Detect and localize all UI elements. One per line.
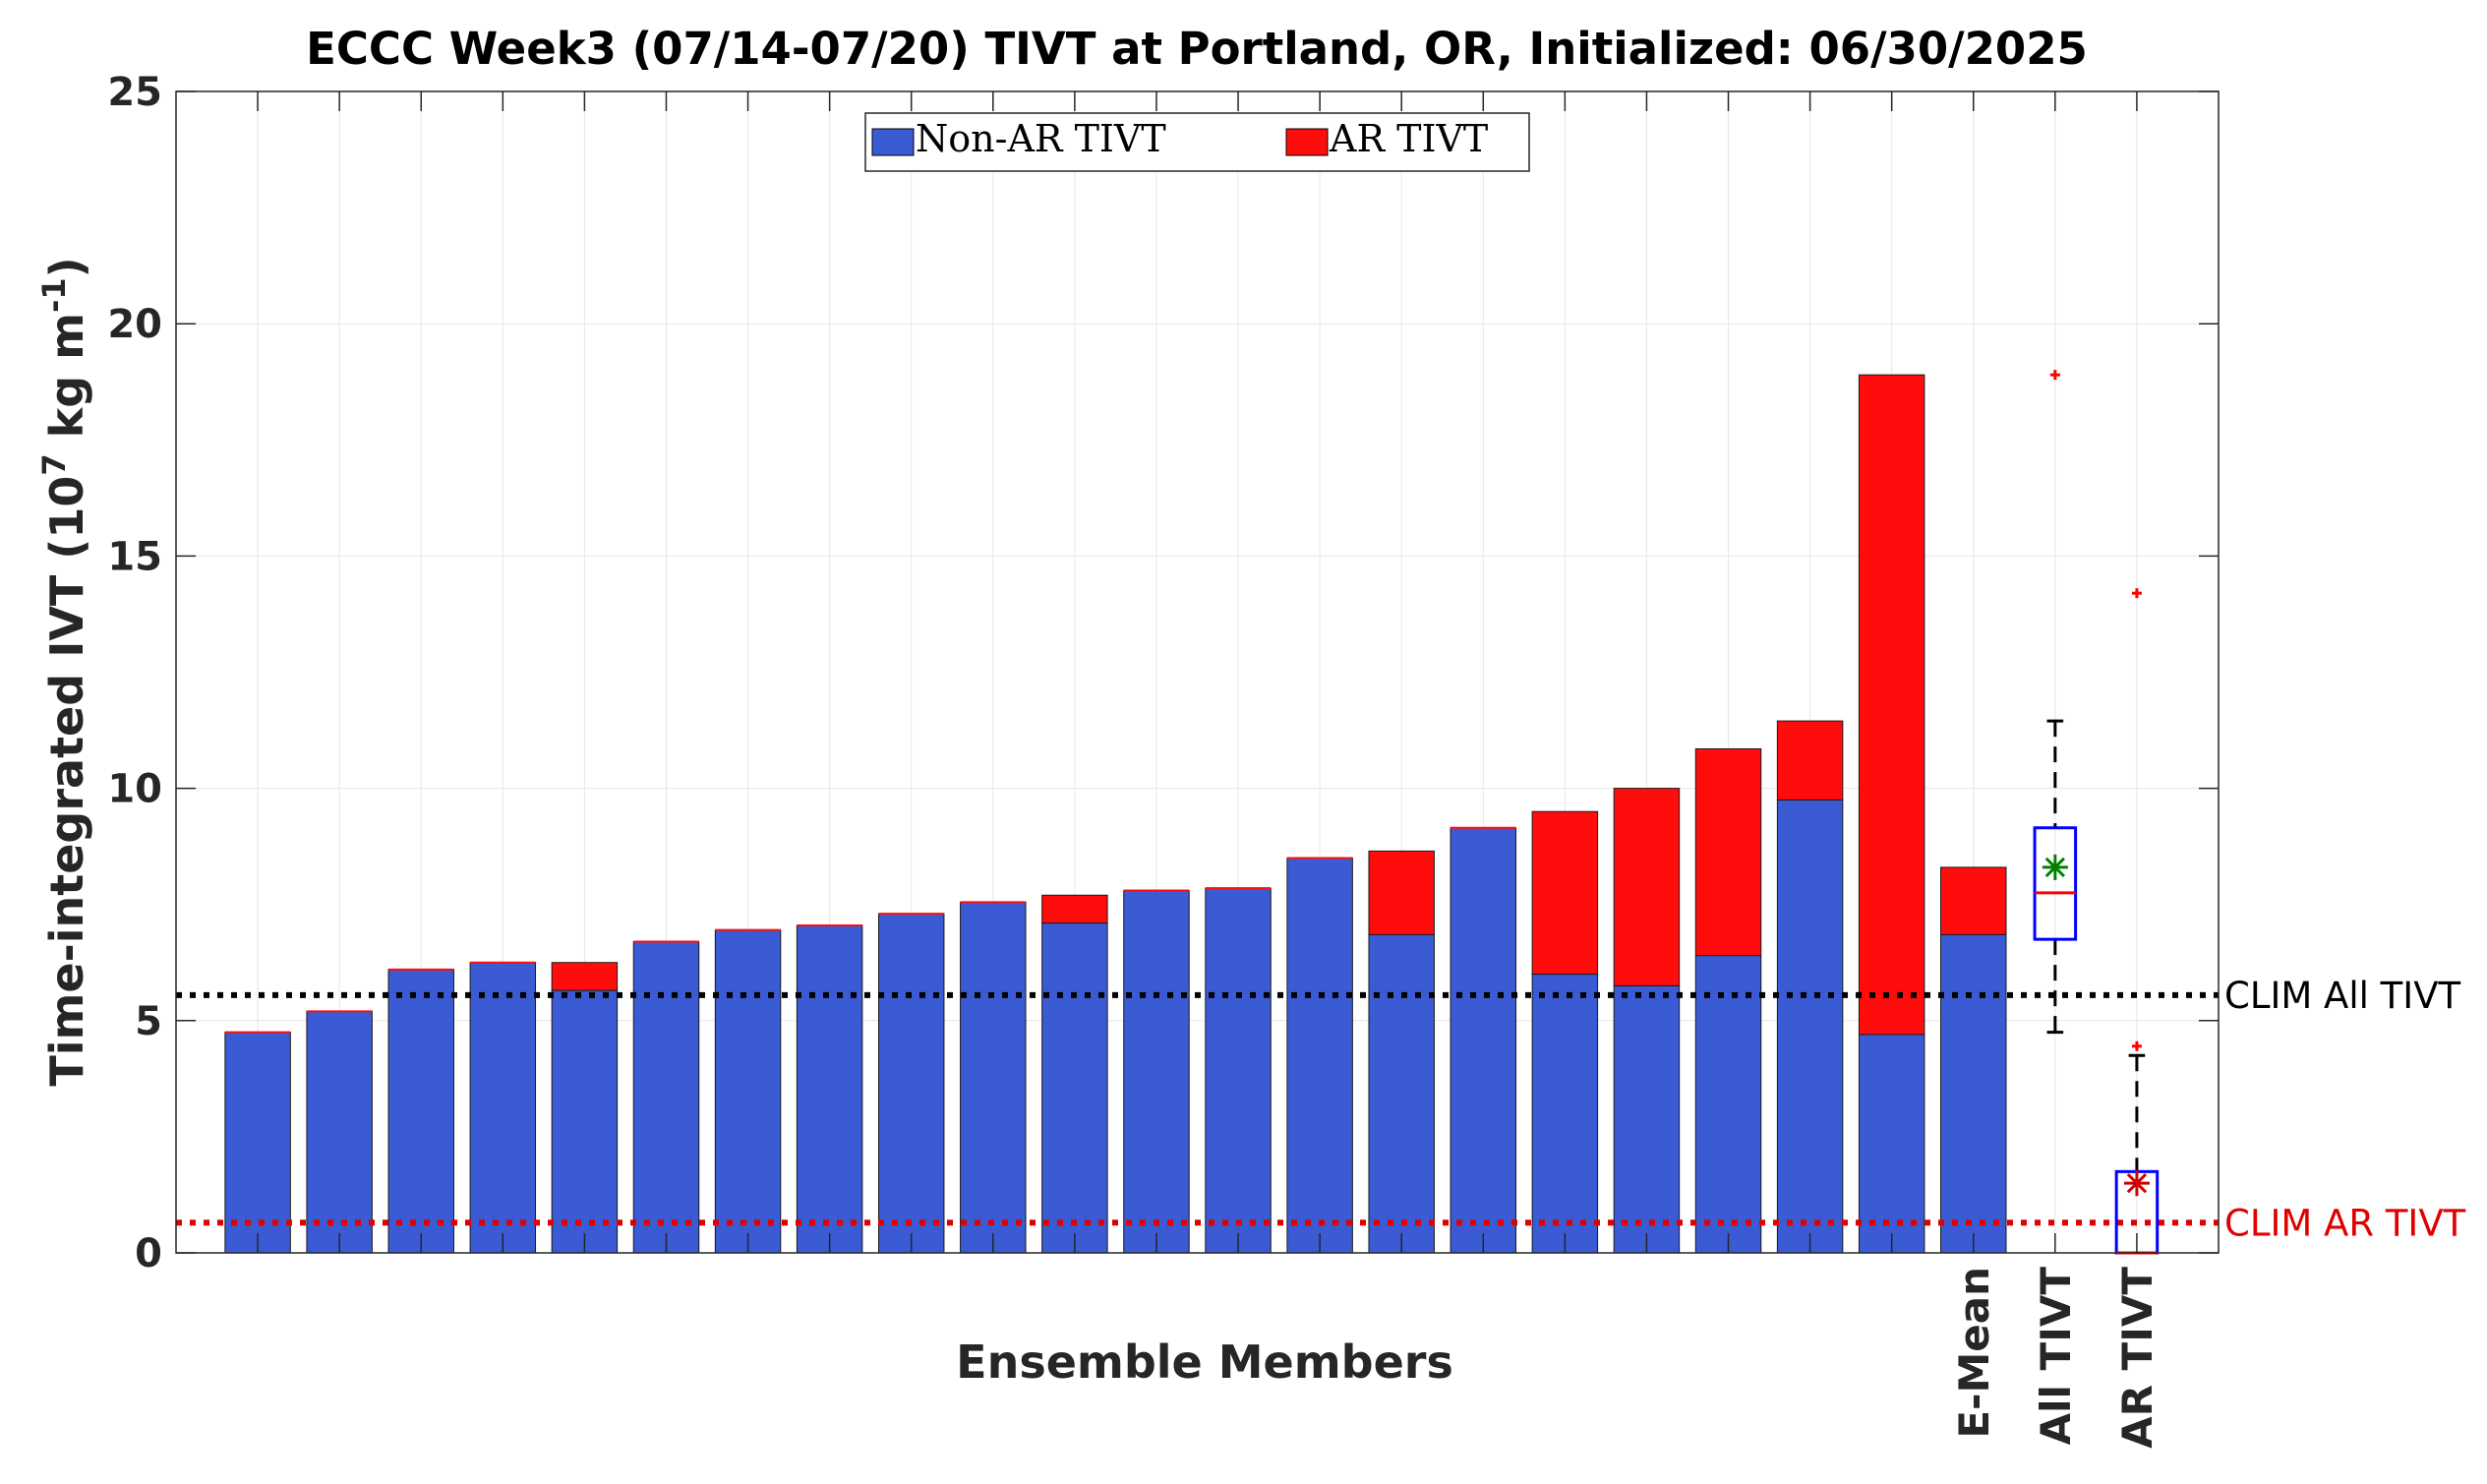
bar-ar <box>1041 894 1108 924</box>
y-tick-label: 5 <box>135 999 162 1044</box>
bar-ar <box>1776 720 1844 801</box>
bar-ar <box>1694 747 1762 957</box>
reference-line-label: CLIM All TIVT <box>2224 975 2461 1017</box>
boxplot-outlier <box>2131 588 2142 599</box>
bar-non-ar <box>1041 922 1108 1254</box>
y-axis-label: Time-integrated IVT (107 kg m-1) <box>35 257 93 1086</box>
bar-non-ar <box>1286 857 1353 1254</box>
y-tick-label: 15 <box>107 534 162 579</box>
bar-non-ar <box>1450 827 1517 1254</box>
mean-marker-stroke <box>2044 857 2066 878</box>
bars <box>224 374 2007 1254</box>
bar-non-ar <box>1858 1034 1925 1254</box>
bar-ar <box>1368 850 1435 935</box>
axes-frame <box>175 90 2220 1254</box>
bar-non-ar <box>551 989 619 1254</box>
legend-swatch-ar <box>1285 128 1329 156</box>
x-tick-label: E-Mean <box>1950 1267 1998 1439</box>
reference-line-label: CLIM AR TIVT <box>2224 1202 2466 1244</box>
reference-lines: CLIM All TIVT CLIM AR TIVT <box>176 975 2466 1244</box>
legend-box <box>864 112 1530 172</box>
boxplot-mean-marker <box>2123 1170 2150 1197</box>
boxplot-box <box>2033 826 2078 941</box>
bar-ar <box>1858 374 1925 1036</box>
bar-non-ar <box>306 1010 373 1254</box>
bar-non-ar <box>224 1032 291 1254</box>
y-tick-label: 0 <box>135 1231 162 1276</box>
bar-non-ar <box>1613 984 1681 1254</box>
bar-ar <box>1531 810 1599 976</box>
y-axis-label-end: ) <box>40 257 93 277</box>
bar-non-ar <box>387 969 454 1254</box>
boxplots <box>2033 370 2160 1255</box>
legend-label-ar: AR TIVT <box>1329 117 1488 160</box>
x-axis-label: Ensemble Members <box>956 1336 1453 1389</box>
x-tick-label: AR TIVT <box>2113 1267 2161 1449</box>
bar-ar <box>1940 866 2007 935</box>
bar-non-ar <box>1123 890 1190 1254</box>
bar-ar <box>1613 788 1681 986</box>
y-axis-label-mid: kg m <box>40 313 93 453</box>
bar-non-ar <box>469 962 537 1254</box>
bar-non-ar <box>1940 933 2007 1254</box>
bar-non-ar <box>1205 887 1272 1254</box>
mean-marker-stroke <box>2126 1172 2148 1194</box>
y-tick-label: 10 <box>107 767 162 812</box>
axis-ticks: 0 5 10 15 20 25 E-Mean All TIVT AR TIVT <box>107 70 2219 1449</box>
legend-swatch-non-ar <box>871 128 915 156</box>
x-tick-label: All TIVT <box>2032 1267 2080 1446</box>
bar-ar <box>551 962 619 991</box>
y-axis-label-exponent: 7 <box>35 453 73 475</box>
legend-label-non-ar: Non-AR TIVT <box>916 117 1166 160</box>
legend: Non-AR TIVT AR TIVT <box>864 112 1530 172</box>
bar-non-ar <box>1531 974 1599 1254</box>
y-tick-label: 20 <box>107 302 162 347</box>
bar-non-ar <box>1694 955 1762 1254</box>
bar-non-ar <box>960 901 1027 1254</box>
y-axis-label-exponent-2: -1 <box>35 277 73 313</box>
bar-non-ar <box>632 940 700 1254</box>
bar-non-ar <box>714 929 782 1254</box>
y-tick-label: 25 <box>107 70 162 115</box>
boxplot-outlier <box>2049 370 2060 381</box>
bar-non-ar <box>1368 933 1435 1254</box>
boxplot-mean-marker <box>2042 854 2068 880</box>
bar-non-ar <box>796 924 863 1254</box>
bar-non-ar <box>1776 799 1844 1254</box>
bar-non-ar <box>877 913 945 1254</box>
y-axis-label-main: Time-integrated IVT (10 <box>40 476 93 1087</box>
chart-title: ECCC Week3 (07/14-07/20) TIVT at Portlan… <box>306 23 2088 75</box>
boxplot-outlier <box>2131 1040 2142 1051</box>
